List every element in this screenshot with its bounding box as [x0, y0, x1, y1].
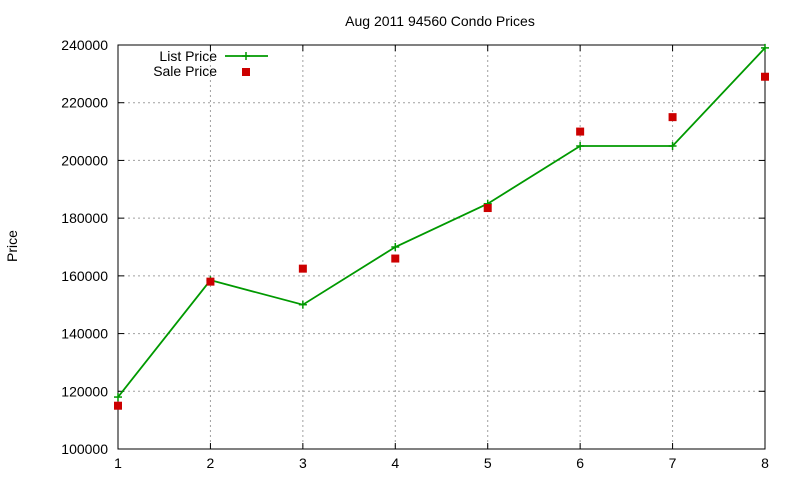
y-tick-label: 220000: [61, 95, 108, 111]
x-tick-label: 6: [576, 455, 584, 471]
y-tick-label: 240000: [61, 37, 108, 53]
x-tick-label: 1: [114, 455, 122, 471]
list-price-point: [761, 43, 769, 52]
sale-price-point: [298, 264, 307, 273]
list-price-point: [114, 393, 122, 402]
sale-price-point: [668, 113, 677, 122]
legend-marker-list-price: [242, 52, 250, 60]
chart-title: Aug 2011 94560 Condo Prices: [345, 13, 535, 29]
legend-marker-sale-price: [242, 68, 250, 76]
sale-price-point: [114, 401, 122, 410]
x-tick-label: 8: [761, 455, 769, 471]
legend-label-sale-price: Sale Price: [153, 63, 217, 79]
x-tick-label: 3: [299, 455, 307, 471]
y-tick-label: 180000: [61, 210, 108, 226]
x-tick-label: 7: [669, 455, 677, 471]
x-tick-label: 4: [391, 455, 399, 471]
y-tick-label: 200000: [61, 152, 108, 168]
list-price-line: [117, 47, 766, 398]
sale-price-point: [483, 204, 492, 213]
series-layer: [114, 43, 769, 410]
y-tick-label: 160000: [61, 268, 108, 284]
y-tick-label: 100000: [61, 441, 108, 457]
y-tick-label: 120000: [61, 383, 108, 399]
y-axis-label: Price: [4, 230, 20, 262]
y-tick-label: 140000: [61, 326, 108, 342]
plot-area-border: [117, 44, 766, 450]
x-tick-label: 5: [484, 455, 492, 471]
sale-price-point: [576, 127, 585, 136]
list-price-point: [668, 142, 677, 150]
list-price-point: [391, 243, 400, 251]
axis-ticks: 1 2 3 4 5 6 7 8 100000 120000 140000 160000 180000 20…: [61, 37, 769, 471]
sale-price-point: [761, 72, 769, 81]
legend-label-list-price: List Price: [159, 48, 217, 64]
grid: [118, 45, 765, 449]
sale-price-point: [391, 254, 400, 263]
list-price-point: [576, 142, 585, 150]
sale-price-point: [206, 277, 215, 286]
x-tick-label: 2: [207, 455, 215, 471]
list-price-point: [298, 300, 307, 309]
